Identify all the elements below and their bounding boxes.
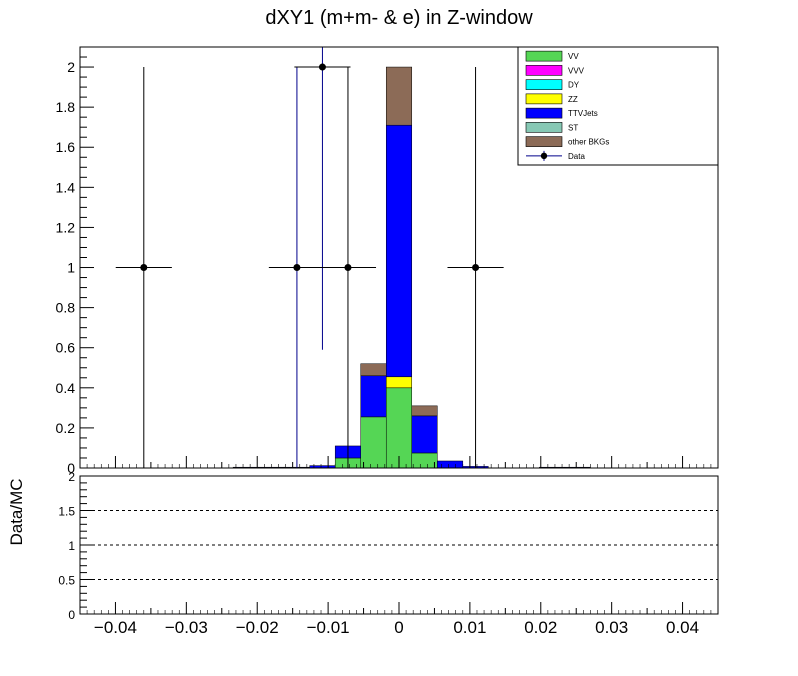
legend-entry-ttvjets: TTVJets	[525, 107, 598, 119]
legend-entry-st: ST	[525, 122, 578, 133]
top-x-axis	[79, 456, 719, 468]
y-tick-label: 1.8	[56, 99, 76, 115]
data-point	[318, 63, 326, 71]
legend-swatch	[525, 79, 563, 90]
bar-other-bkgs	[360, 363, 387, 377]
x-tick-label: 0.02	[524, 618, 557, 637]
legend-label: DY	[568, 81, 580, 90]
x-tick-label: 0.01	[453, 618, 486, 637]
legend-label: ST	[568, 123, 578, 132]
legend-swatch	[525, 93, 563, 105]
ratio-panel: 0 0.5 1 1.5 2 −0.04 −0.03 −0.02 −0.01 0 0.01 0.02 0.…	[58, 470, 719, 637]
data-point	[472, 264, 480, 272]
legend-entry-other-bkgs: other BKGs	[525, 136, 609, 147]
bar-vv	[360, 416, 387, 469]
legend-box	[517, 46, 719, 166]
y-tick-label: 0.2	[56, 420, 76, 436]
y-tick-label: 1.4	[56, 179, 76, 195]
bar-vv	[385, 387, 413, 469]
legend-entry-data: Data	[526, 150, 585, 161]
data-point	[344, 264, 352, 272]
legend-swatch	[525, 136, 563, 147]
y-tick-label: 1	[67, 260, 75, 276]
ratio-y-axis-label: Data/MC	[7, 478, 26, 545]
legend-label: TTVJets	[568, 109, 598, 118]
x-tick-label: −0.02	[236, 618, 279, 637]
legend-entry-dy: DY	[525, 79, 580, 90]
legend-entry-vv: VV	[525, 50, 579, 62]
ratio-y-tick-label: 2	[68, 470, 75, 484]
y-tick-label: 1.2	[56, 219, 76, 235]
ratio-y-tick-label: 1.5	[58, 505, 75, 519]
x-tick-label: 0.04	[666, 618, 699, 637]
legend-entry-vvv: VVV	[525, 65, 585, 76]
y-tick-label: 0.4	[56, 380, 76, 396]
legend-label: VV	[568, 52, 579, 61]
legend-label: Data	[568, 152, 585, 161]
x-tick-label: −0.04	[94, 618, 137, 637]
legend-entry-zz: ZZ	[525, 93, 578, 105]
y-tick-label: 0	[67, 460, 75, 476]
x-tick-label: −0.03	[165, 618, 208, 637]
bar-vv	[411, 452, 438, 469]
ratio-x-axis: −0.04 −0.03 −0.02 −0.01 0 0.01 0.02 0.03 0.04	[79, 602, 719, 637]
data-point	[140, 264, 148, 272]
legend-marker	[540, 152, 548, 160]
y-tick-label: 0.8	[56, 300, 76, 316]
ratio-y-axis: 0 0.5 1 1.5 2	[58, 470, 94, 622]
chart-title: dXY1 (m+m- & e) in Z-window	[265, 7, 533, 29]
bar-ttvjets	[360, 375, 387, 418]
bar-other-bkgs	[411, 405, 438, 417]
data-point	[293, 264, 301, 272]
bar-ttvjets	[437, 460, 464, 469]
legend-swatch	[525, 107, 563, 119]
bar-ttvjets	[411, 415, 438, 454]
legend-swatch	[525, 122, 563, 133]
legend-swatch	[525, 50, 563, 62]
legend-label: other BKGs	[568, 138, 609, 147]
y-tick-label: 2	[67, 59, 75, 75]
y-tick-label: 1.6	[56, 139, 76, 155]
ratio-y-tick-label: 0.5	[58, 574, 75, 588]
bar-zz	[385, 376, 413, 389]
y-tick-label: 0.6	[56, 340, 76, 356]
bar-ttvjets	[385, 124, 413, 378]
bar-other-bkgs	[385, 66, 413, 126]
legend-swatch	[525, 65, 563, 76]
x-tick-label: 0.03	[595, 618, 628, 637]
ratio-y-tick-label: 0	[68, 608, 75, 622]
legend-label: VVV	[568, 66, 585, 75]
data-points	[115, 47, 504, 468]
top-y-axis: 0 0.2 0.4 0.6 0.8 1 1.2 1.4 1.6 1.8 2	[56, 46, 94, 476]
x-tick-label: 0	[394, 618, 403, 637]
ratio-y-tick-label: 1	[68, 539, 75, 553]
legend-label: ZZ	[568, 95, 578, 104]
x-tick-label: −0.01	[307, 618, 350, 637]
